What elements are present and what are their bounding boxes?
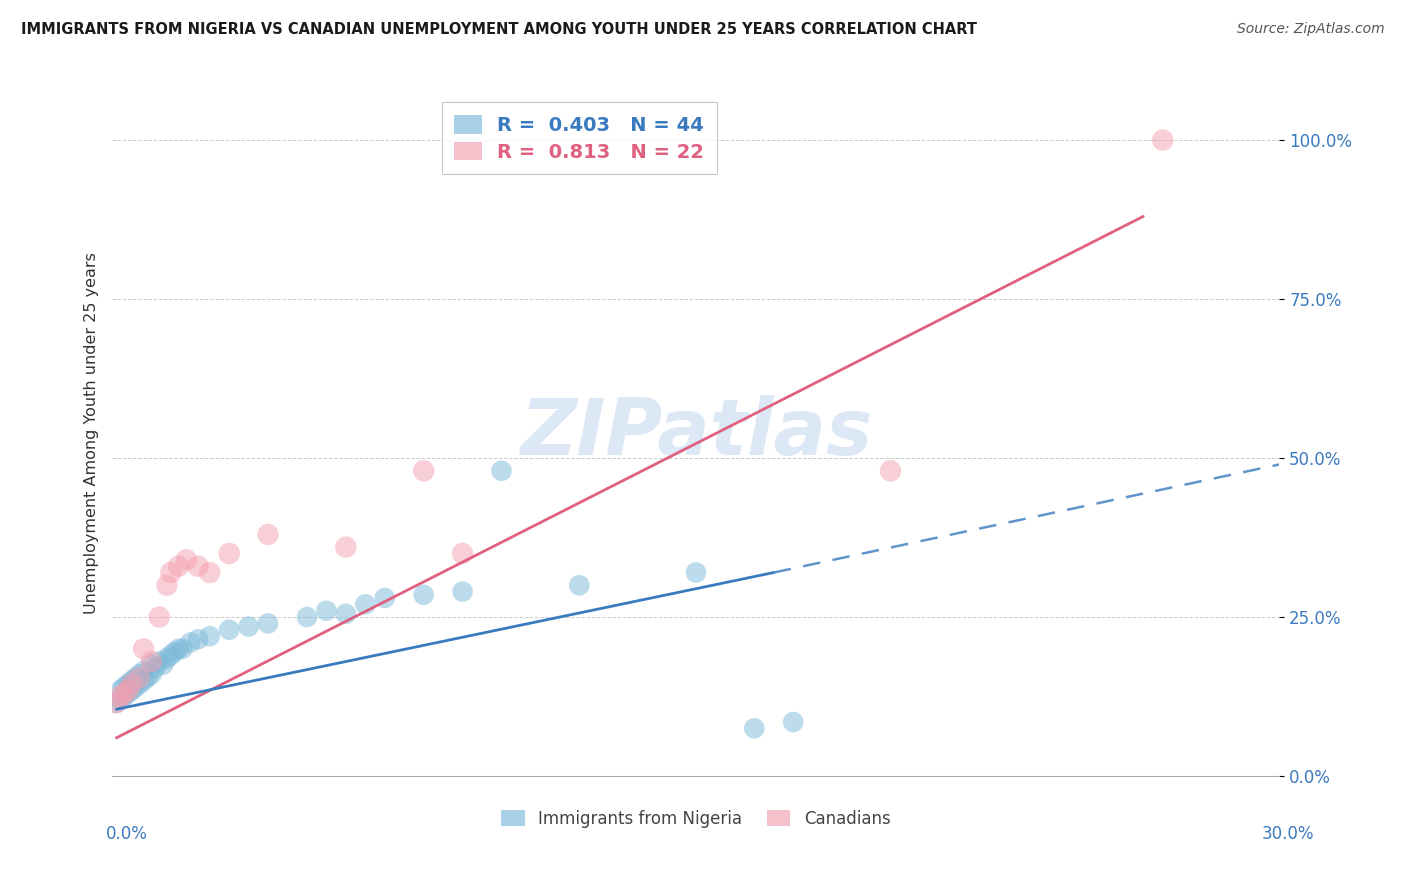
Point: [160, 566, 183, 580]
Point: [148, 655, 170, 669]
Point: [218, 546, 240, 560]
Point: [117, 677, 139, 691]
Point: [179, 635, 201, 649]
Point: [132, 641, 155, 656]
Point: [121, 683, 143, 698]
Point: [685, 566, 707, 580]
Point: [238, 619, 260, 633]
Point: [187, 632, 209, 647]
Point: [148, 610, 170, 624]
Text: Source: ZipAtlas.com: Source: ZipAtlas.com: [1237, 22, 1385, 37]
Point: [152, 657, 174, 672]
Point: [160, 648, 183, 663]
Point: [782, 714, 804, 729]
Point: [125, 680, 148, 694]
Point: [112, 690, 135, 704]
Text: ZIPatlas: ZIPatlas: [520, 394, 872, 471]
Point: [141, 657, 163, 672]
Point: [198, 566, 221, 580]
Point: [141, 667, 163, 681]
Point: [112, 680, 135, 694]
Point: [136, 670, 159, 684]
Point: [354, 598, 377, 612]
Point: [167, 559, 190, 574]
Point: [451, 546, 474, 560]
Point: [335, 540, 357, 554]
Point: [295, 610, 318, 624]
Point: [125, 670, 148, 684]
Text: 30.0%: 30.0%: [1263, 825, 1315, 843]
Point: [879, 464, 901, 478]
Point: [121, 673, 143, 688]
Point: [105, 696, 128, 710]
Point: [315, 604, 337, 618]
Point: [128, 667, 150, 681]
Point: [335, 607, 357, 621]
Text: 0.0%: 0.0%: [105, 825, 148, 843]
Point: [132, 664, 155, 678]
Point: [128, 670, 150, 684]
Point: [451, 584, 474, 599]
Point: [187, 559, 209, 574]
Point: [156, 651, 179, 665]
Point: [110, 692, 132, 706]
Point: [110, 690, 132, 704]
Point: [172, 641, 194, 656]
Point: [412, 464, 434, 478]
Point: [176, 553, 198, 567]
Point: [163, 645, 186, 659]
Point: [218, 623, 240, 637]
Point: [105, 696, 128, 710]
Point: [141, 655, 163, 669]
Point: [167, 641, 190, 656]
Point: [112, 686, 135, 700]
Point: [117, 686, 139, 700]
Legend: Immigrants from Nigeria, Canadians: Immigrants from Nigeria, Canadians: [494, 802, 898, 837]
Point: [156, 578, 179, 592]
Point: [198, 629, 221, 643]
Point: [568, 578, 591, 592]
Point: [121, 677, 143, 691]
Point: [744, 722, 766, 736]
Point: [257, 616, 280, 631]
Point: [257, 527, 280, 541]
Y-axis label: Unemployment Among Youth under 25 years: Unemployment Among Youth under 25 years: [83, 252, 98, 614]
Point: [143, 661, 166, 675]
Point: [132, 673, 155, 688]
Text: IMMIGRANTS FROM NIGERIA VS CANADIAN UNEMPLOYMENT AMONG YOUTH UNDER 25 YEARS CORR: IMMIGRANTS FROM NIGERIA VS CANADIAN UNEM…: [21, 22, 977, 37]
Point: [1152, 133, 1174, 147]
Point: [128, 677, 150, 691]
Point: [117, 683, 139, 698]
Point: [110, 683, 132, 698]
Point: [491, 464, 513, 478]
Point: [412, 588, 434, 602]
Point: [374, 591, 396, 605]
